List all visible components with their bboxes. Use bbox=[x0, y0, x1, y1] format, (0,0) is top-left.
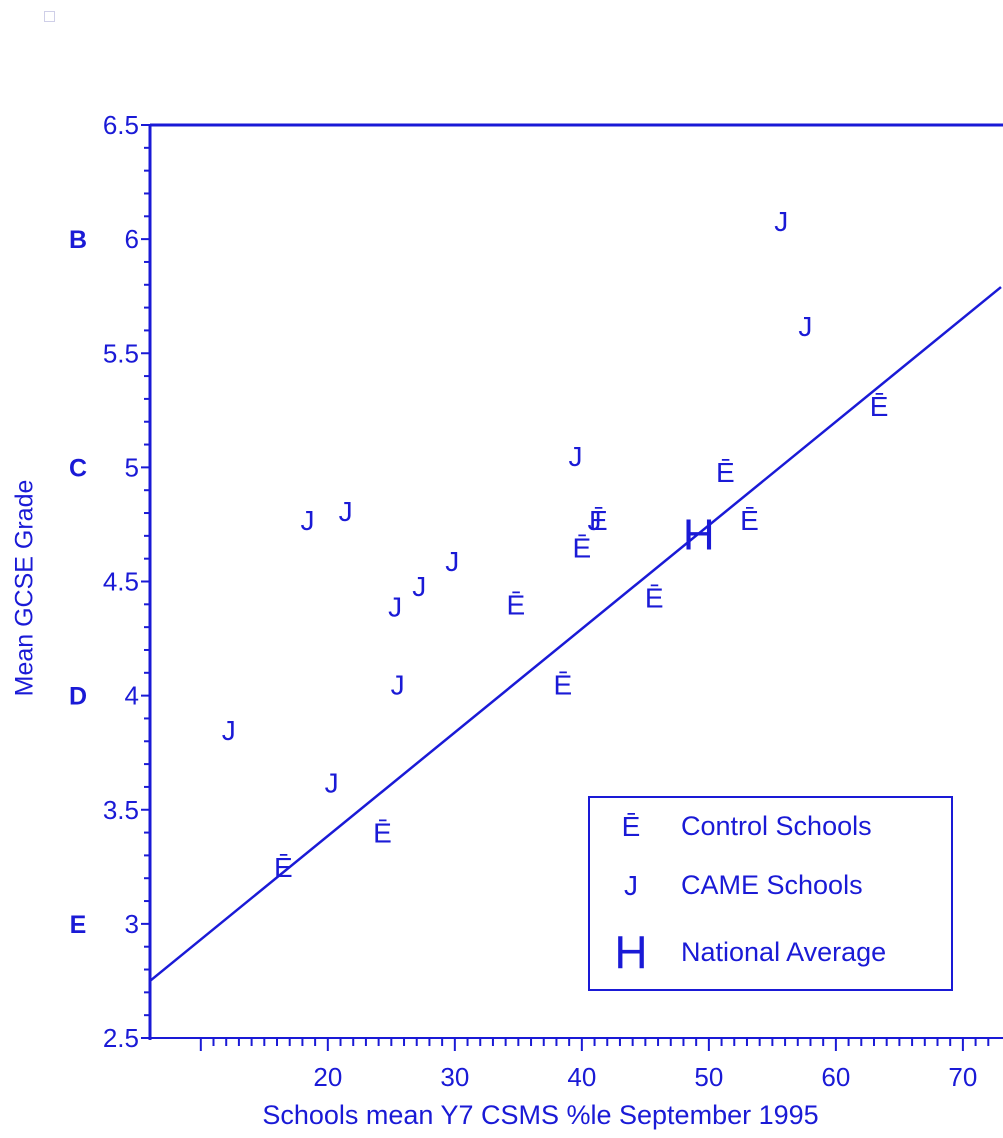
tick-labels: 2.5 3 3.5 4 4.5 5 5.5 6 6.5 20 30 40 50 60 70 bbox=[103, 110, 978, 1092]
y-tick-label: 4 bbox=[125, 681, 139, 711]
y-axis-title-wrap: Mean GCSE Grade bbox=[8, 452, 42, 724]
came-schools-point: J bbox=[222, 715, 236, 746]
y-tick-label: 6 bbox=[125, 224, 139, 254]
came-schools-point: J bbox=[391, 669, 405, 700]
y-tick-label: 3.5 bbox=[103, 795, 139, 825]
y-tick-label: 5 bbox=[125, 452, 139, 482]
x-tick-label: 60 bbox=[821, 1062, 850, 1092]
x-tick-label: 30 bbox=[440, 1062, 469, 1092]
legend: Ē Control Schools J CAME Schools H National A… bbox=[588, 796, 953, 991]
legend-label-control-schools: Control Schools bbox=[681, 811, 872, 841]
came-schools-point: J bbox=[798, 311, 812, 342]
legend-label-came-schools: CAME Schools bbox=[681, 870, 863, 900]
came-schools-point: J bbox=[774, 206, 788, 237]
national-average-point: H bbox=[683, 510, 715, 559]
y-tick-label: 3 bbox=[125, 909, 139, 939]
came-schools-point: J bbox=[300, 505, 314, 536]
grade-labels: B C D E bbox=[69, 226, 87, 939]
grade-label-e: E bbox=[70, 911, 87, 939]
x-tick-label: 20 bbox=[313, 1062, 342, 1092]
x-axis-title-wrap: Schools mean Y7 CSMS %le September 1995 bbox=[0, 1100, 1003, 1131]
came-schools-point: J bbox=[339, 496, 353, 527]
corner-box-icon bbox=[44, 11, 55, 22]
came-schools-point: J bbox=[325, 767, 339, 798]
y-tick-label: 2.5 bbox=[103, 1023, 139, 1053]
y-tick-label: 6.5 bbox=[103, 110, 139, 140]
legend-box bbox=[588, 796, 953, 991]
x-tick-label: 40 bbox=[567, 1062, 596, 1092]
control-schools-point: Ē bbox=[553, 669, 572, 700]
control-schools-point: Ē bbox=[870, 391, 889, 422]
grade-label-b: B bbox=[69, 226, 87, 254]
control-schools-point: Ē bbox=[716, 457, 735, 488]
control-schools-point: Ē bbox=[589, 505, 608, 536]
control-schools-point: Ē bbox=[274, 852, 293, 883]
regression-line bbox=[149, 286, 1002, 982]
grade-label-c: C bbox=[69, 454, 87, 482]
control-schools-point: Ē bbox=[740, 505, 759, 536]
regression-line-group bbox=[149, 286, 1002, 982]
x-tick-label: 70 bbox=[948, 1062, 977, 1092]
control-schools-point: Ē bbox=[373, 818, 392, 849]
came-schools-point: J bbox=[412, 571, 426, 602]
legend-label-national-average: National Average bbox=[681, 937, 886, 967]
grade-label-d: D bbox=[69, 683, 87, 711]
legend-marker-control-schools: Ē bbox=[622, 811, 641, 842]
legend-marker-national-average: H bbox=[614, 927, 647, 979]
came-schools-point: J bbox=[569, 441, 583, 472]
control-schools-point: Ē bbox=[506, 589, 525, 620]
came-schools-point: J bbox=[388, 592, 402, 623]
came-schools-point: J bbox=[588, 505, 602, 536]
ticks bbox=[141, 124, 990, 1051]
control-schools-point: Ē bbox=[645, 583, 664, 614]
y-axis-title: Mean GCSE Grade bbox=[10, 479, 39, 697]
legend-marker-came-schools: J bbox=[624, 870, 638, 901]
x-tick-label: 50 bbox=[694, 1062, 723, 1092]
x-axis-title: Schools mean Y7 CSMS %le September 1995 bbox=[262, 1100, 819, 1130]
y-tick-label: 5.5 bbox=[103, 338, 139, 368]
came-schools-point: J bbox=[445, 546, 459, 577]
control-schools-point: Ē bbox=[573, 532, 592, 563]
y-tick-label: 4.5 bbox=[103, 567, 139, 597]
